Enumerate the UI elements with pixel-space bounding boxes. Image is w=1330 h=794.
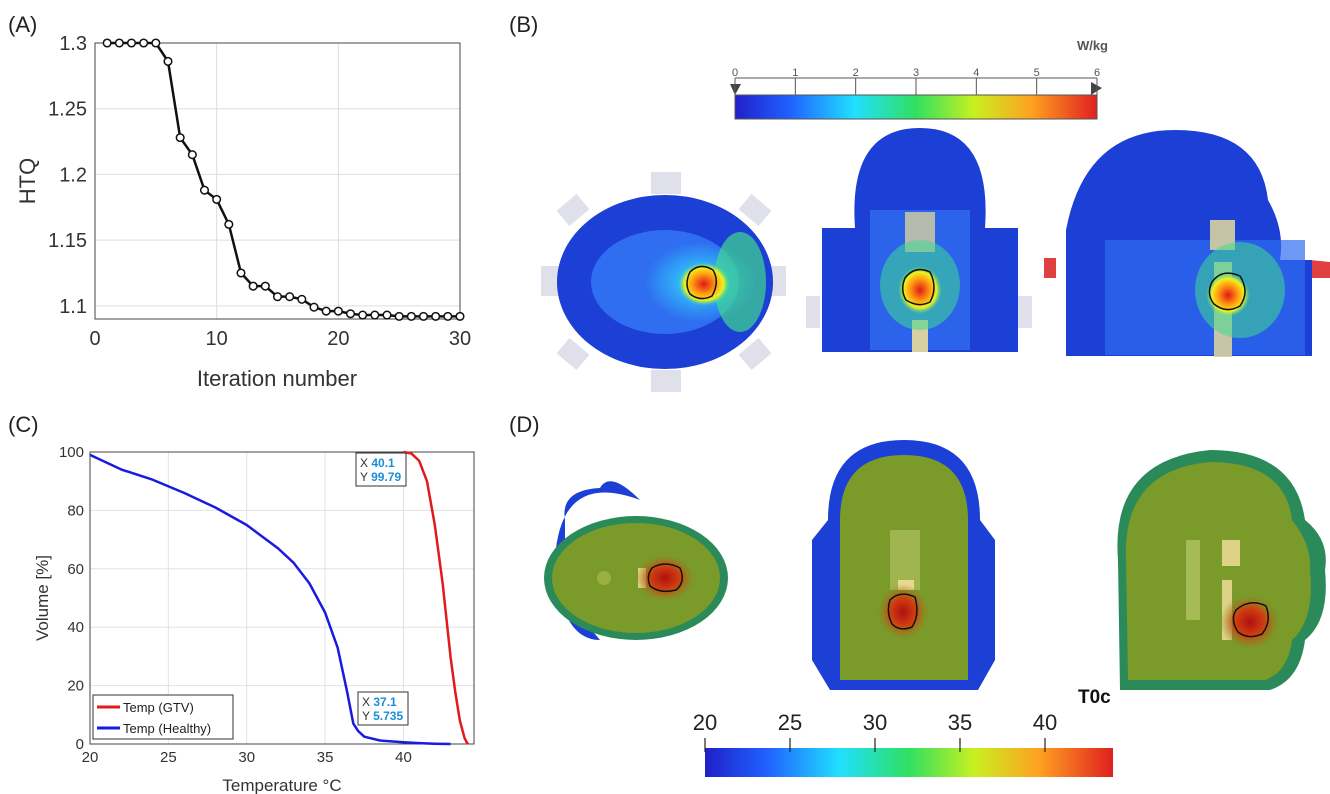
y-tick-label: 20	[67, 678, 84, 695]
x-tick-label: 35	[317, 749, 334, 766]
temperature-colorbar	[705, 748, 1113, 777]
htq-line-chart: 0 10 20 30 1.1 1.15 1.2 1.25 1.3 Iteration numbe…	[15, 33, 471, 391]
y-axis-label: HTQ	[15, 158, 40, 204]
x-tick-label: 30	[449, 328, 471, 350]
y-tick-label: 1.2	[59, 164, 87, 186]
y-tick-label: 1.25	[48, 99, 87, 121]
gtv-series-line	[403, 450, 469, 745]
plot-frame	[89, 451, 475, 745]
x-axis-label: Temperature °C	[222, 776, 341, 794]
colorbar-tick-label: 40	[1033, 710, 1057, 735]
data-point	[370, 310, 380, 320]
colorbar-tick-label: 6	[1094, 67, 1100, 79]
datatip-x: X 37.1	[362, 695, 397, 709]
panel-c-label: (C)	[8, 412, 39, 437]
legend: Temp (GTV) Temp (Healthy)	[92, 694, 234, 740]
data-point	[139, 38, 149, 48]
data-point	[443, 311, 453, 321]
healthy-series-line	[89, 453, 451, 746]
x-tick-label: 20	[82, 749, 99, 766]
data-point	[309, 302, 319, 312]
datatip-x: X 40.1	[360, 456, 395, 470]
data-point	[394, 311, 404, 321]
sar-unit-label: W/kg	[1077, 38, 1108, 53]
data-point	[248, 281, 258, 291]
x-axis-label: Iteration number	[197, 366, 357, 391]
data-point	[212, 194, 222, 204]
colorbar-tick-label: 0	[732, 67, 738, 79]
colorbar-tick-label: 20	[693, 710, 717, 735]
x-tick-label: 10	[206, 328, 228, 350]
coronal-sar-view	[806, 128, 1032, 352]
colorbar-tick-label: 1	[792, 67, 798, 79]
panel-b-label: (B)	[509, 12, 539, 37]
y-tick-label: 1.15	[48, 230, 87, 252]
colorbar-tick-label: 25	[778, 710, 802, 735]
data-point	[114, 38, 124, 48]
colorbar-tick-label: 2	[853, 67, 859, 79]
colorbar-tick-label: 4	[973, 67, 979, 79]
coronal-temperature-view	[812, 440, 995, 690]
y-tick-label: 80	[67, 502, 84, 519]
data-point	[358, 310, 368, 320]
colorbar-tick-label: 35	[948, 710, 972, 735]
plot-frame	[94, 42, 461, 320]
data-point	[333, 306, 343, 316]
data-point	[431, 311, 441, 321]
colorbar-tick-label: 30	[863, 710, 887, 735]
datatip: X 40.1Y 99.79	[355, 452, 407, 487]
data-point	[297, 294, 307, 304]
x-tick-label: 0	[89, 328, 100, 350]
x-tick-label: 30	[238, 749, 255, 766]
data-point	[382, 310, 392, 320]
data-point	[163, 56, 173, 66]
data-point	[418, 311, 429, 321]
datatip-y: Y 5.735	[362, 709, 403, 723]
y-tick-label: 100	[59, 444, 84, 461]
data-point	[187, 150, 197, 160]
sagittal-temperature-view	[1117, 450, 1326, 690]
legend-entry-healthy: Temp (Healthy)	[123, 721, 211, 736]
axial-sar-view	[541, 172, 786, 392]
data-point	[175, 133, 185, 143]
sar-heatmap-panel: 0 1 2 3 4 5 6 W/kg	[541, 38, 1330, 392]
data-point	[260, 281, 270, 291]
data-point	[224, 219, 234, 229]
colorbar-tick-label: 5	[1034, 67, 1040, 79]
x-tick-label: 40	[395, 749, 412, 766]
panel-a-label: (A)	[8, 12, 38, 37]
y-tick-label: 40	[67, 619, 84, 636]
data-point	[236, 268, 246, 278]
y-tick-label: 1.3	[59, 33, 87, 55]
axial-temperature-view	[544, 481, 728, 640]
data-point	[455, 311, 465, 321]
y-tick-label: 1.1	[59, 296, 87, 318]
datatip: X 37.1Y 5.735	[357, 691, 409, 726]
data-point	[321, 306, 331, 316]
data-point	[406, 311, 416, 321]
data-point	[102, 38, 112, 48]
sar-colorbar	[734, 94, 1098, 120]
colorbar-tick-label: 3	[913, 67, 919, 79]
y-tick-label: 60	[67, 561, 84, 578]
data-point	[272, 292, 283, 302]
time-tag: T0c	[1078, 687, 1111, 708]
sagittal-sar-view	[1044, 130, 1330, 357]
y-axis-label: Volume [%]	[33, 555, 52, 641]
datatip-y: Y 99.79	[360, 470, 401, 484]
legend-entry-gtv: Temp (GTV)	[123, 700, 194, 715]
data-point	[126, 38, 137, 48]
x-tick-label: 20	[327, 328, 349, 350]
data-point	[285, 292, 295, 302]
data-point	[345, 309, 356, 319]
y-tick-label: 0	[76, 736, 84, 753]
data-point	[199, 185, 210, 195]
x-tick-label: 25	[160, 749, 177, 766]
panel-d-label: (D)	[509, 412, 540, 437]
data-point	[151, 38, 161, 48]
